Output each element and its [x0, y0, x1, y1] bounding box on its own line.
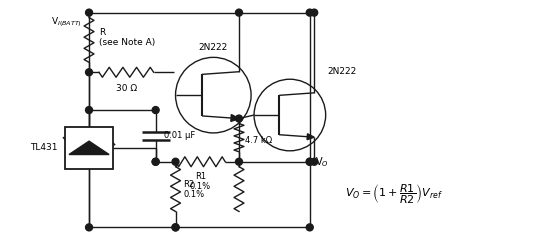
Circle shape [311, 158, 318, 165]
Circle shape [172, 224, 179, 231]
Text: R2
0.1%: R2 0.1% [183, 180, 205, 199]
Text: 0.01 µF: 0.01 µF [164, 131, 195, 140]
Circle shape [306, 158, 313, 165]
Text: R
(see Note A): R (see Note A) [99, 28, 155, 47]
Circle shape [152, 158, 159, 165]
Circle shape [311, 9, 318, 16]
Circle shape [86, 224, 93, 231]
Polygon shape [69, 141, 109, 154]
Circle shape [306, 158, 313, 165]
Circle shape [236, 158, 243, 165]
Circle shape [152, 107, 159, 114]
Text: TL431: TL431 [30, 143, 58, 152]
Text: 4.7 kΩ: 4.7 kΩ [245, 136, 272, 145]
Circle shape [306, 9, 313, 16]
Text: $V_O = \left(1 + \dfrac{R1}{R2}\right) V_{ref}$: $V_O = \left(1 + \dfrac{R1}{R2}\right) V… [344, 183, 442, 206]
Circle shape [172, 158, 179, 165]
Text: V$_O$: V$_O$ [314, 155, 328, 169]
Circle shape [86, 107, 93, 114]
Circle shape [172, 224, 179, 231]
Text: 2N222: 2N222 [328, 67, 357, 76]
Text: 30 Ω: 30 Ω [116, 84, 138, 93]
Circle shape [86, 9, 93, 16]
Circle shape [306, 224, 313, 231]
Circle shape [86, 69, 93, 76]
Circle shape [236, 9, 243, 16]
Circle shape [236, 115, 243, 122]
Polygon shape [307, 134, 314, 140]
Text: R1
0.1%: R1 0.1% [190, 172, 211, 191]
Polygon shape [231, 114, 239, 121]
Text: V$_{I(BATT)}$: V$_{I(BATT)}$ [51, 16, 82, 30]
FancyBboxPatch shape [65, 127, 113, 169]
Text: 2N222: 2N222 [199, 43, 228, 52]
Circle shape [152, 158, 159, 165]
